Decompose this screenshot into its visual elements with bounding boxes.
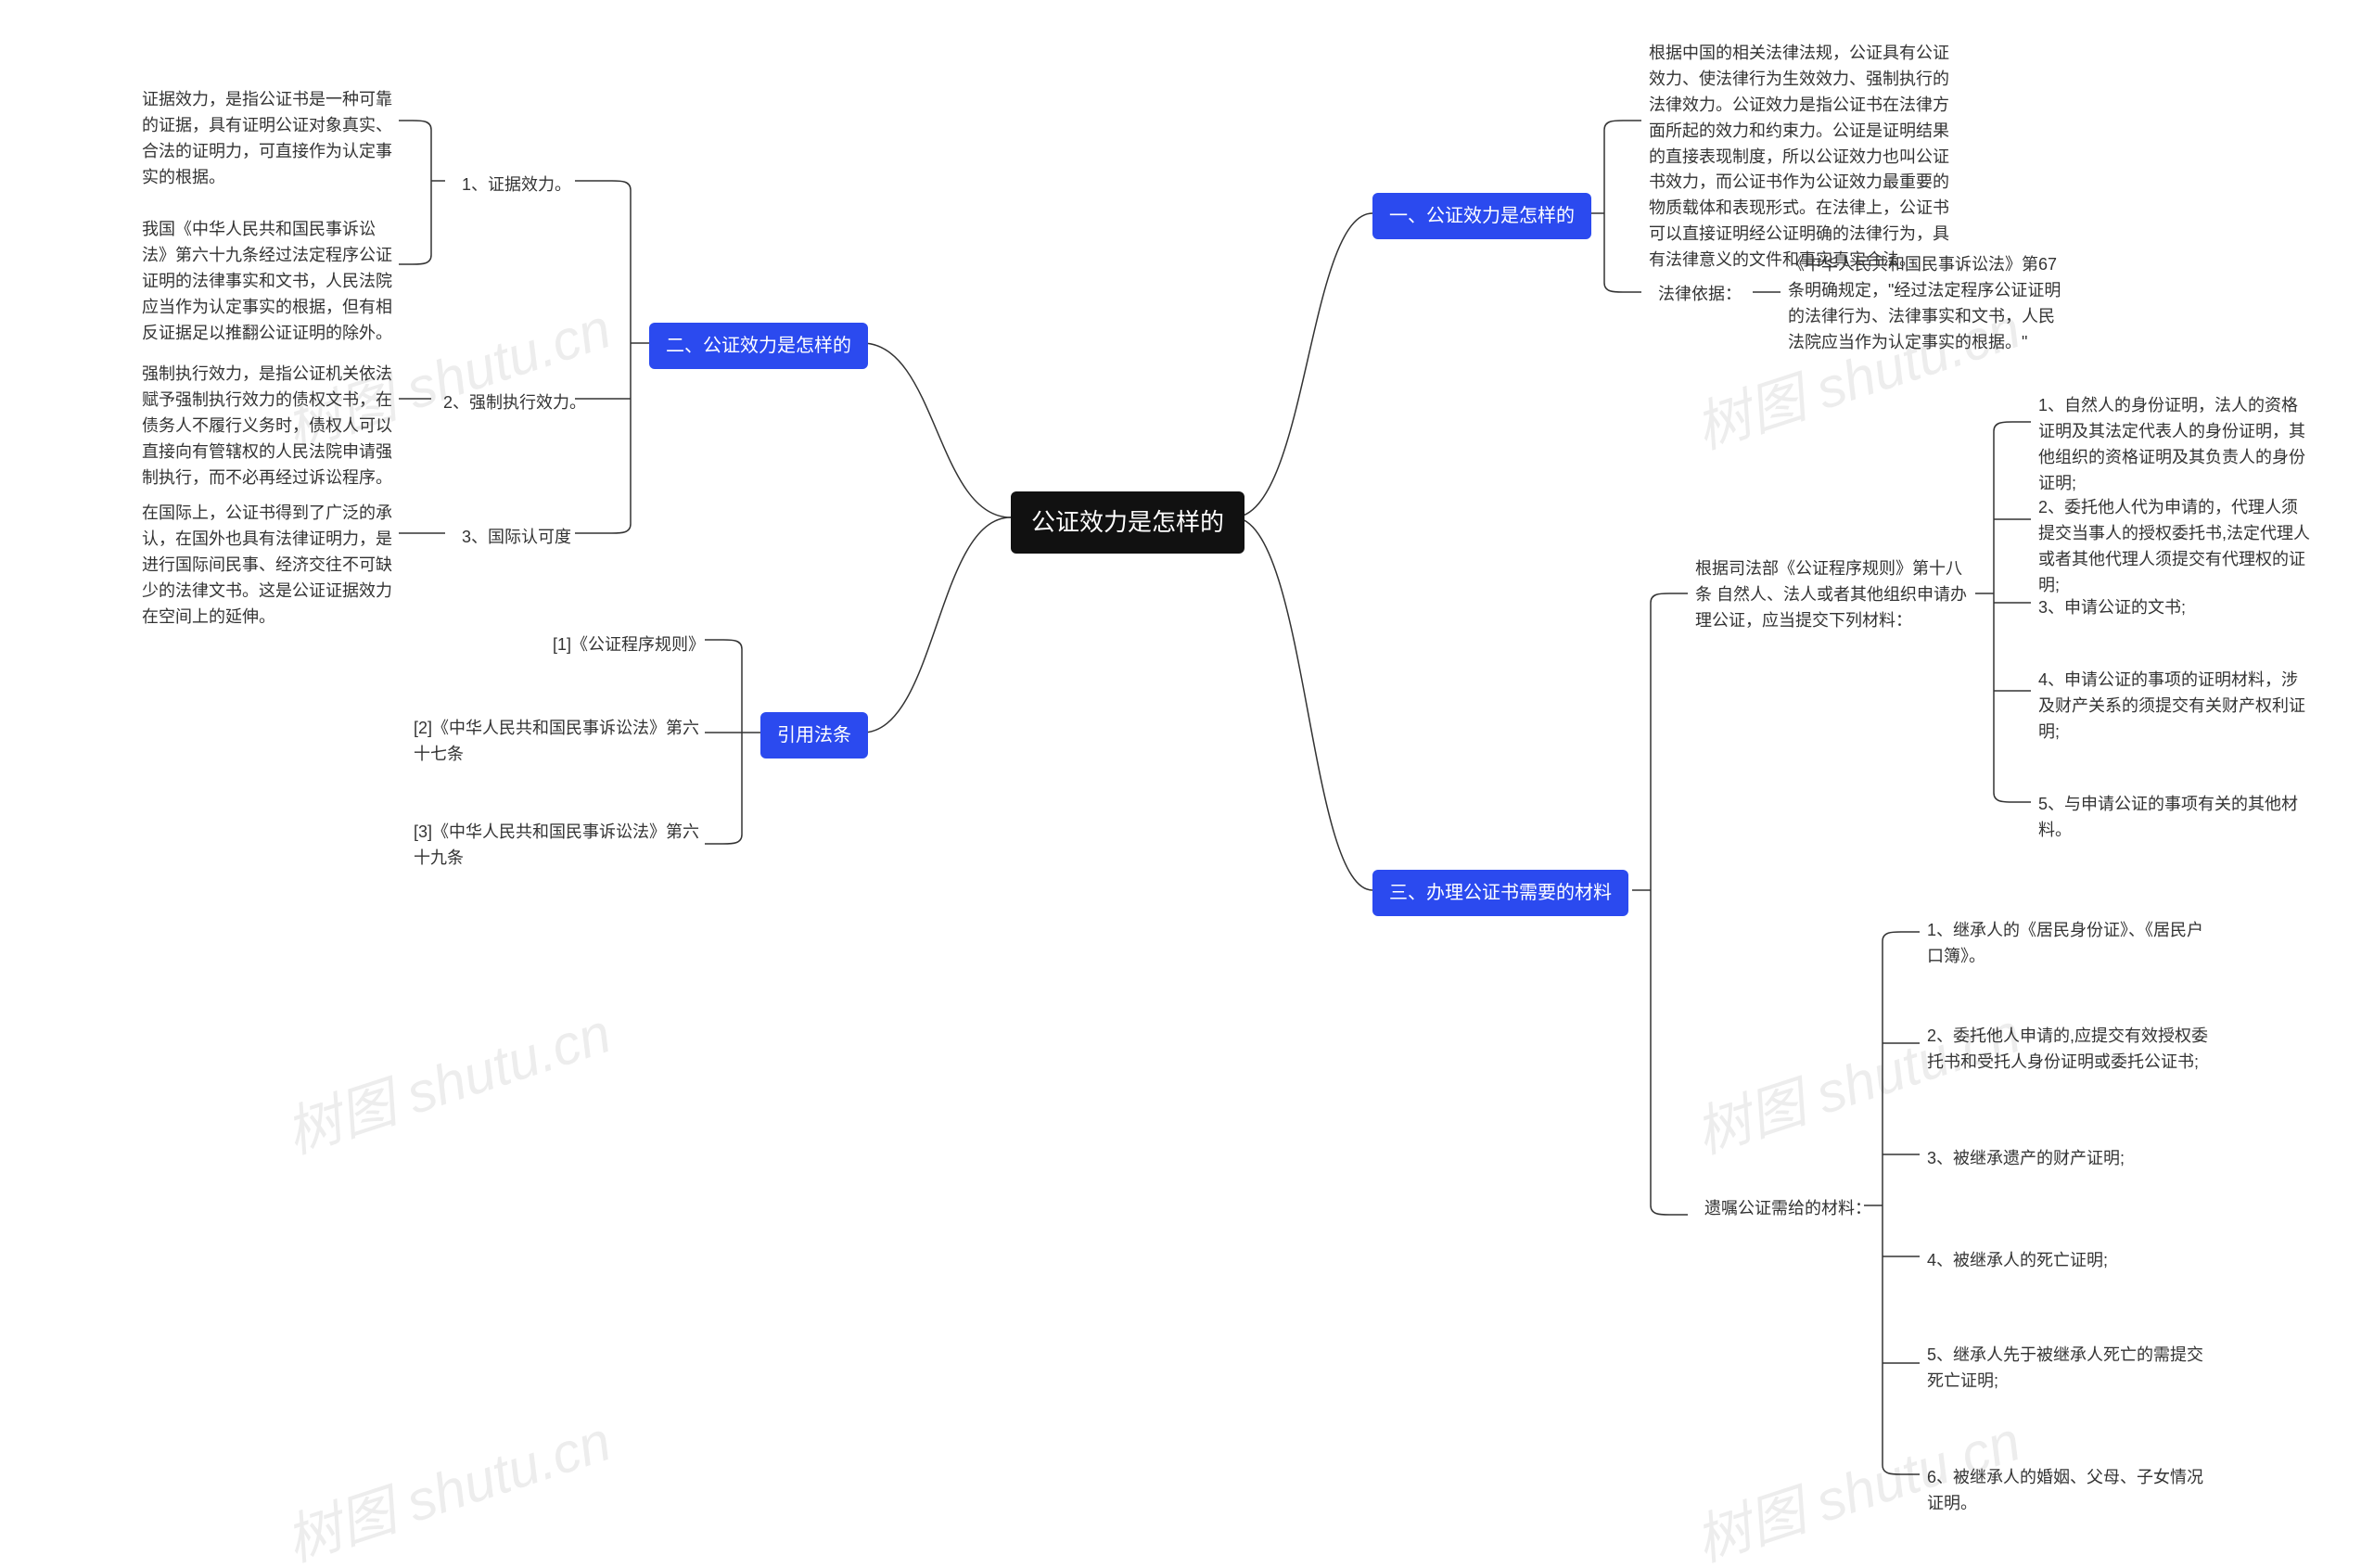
node-section-1[interactable]: 一、公证效力是怎样的 <box>1372 193 1591 239</box>
node-g2-item-5: 5、继承人先于被继承人死亡的需提交死亡证明; <box>1920 1339 2226 1398</box>
node-g2-label: 遗嘱公证需给的材料： <box>1697 1192 1879 1226</box>
node-c1-leaf-1: 证据效力，是指公证书是一种可靠的证据，具有证明公证对象真实、合法的证明力，可直接… <box>134 83 403 195</box>
node-b1-para: 根据中国的相关法律法规，公证具有公证效力、使法律行为生效效力、强制执行的法律效力… <box>1641 37 1957 277</box>
node-g2-item-2: 2、委托他人申请的,应提交有效授权委托书和受托人身份证明或委托公证书; <box>1920 1020 2226 1079</box>
node-b1-basis-text: 《中华人民共和国民事诉讼法》第67条明确规定，"经过法定程序公证证明的法律行为、… <box>1780 249 2077 360</box>
watermark: 树图 shutu.cn <box>274 1396 619 1568</box>
node-c2-leaf: 强制执行效力，是指公证机关依法赋予强制执行效力的债权文书，在债务人不履行义务时，… <box>134 358 403 494</box>
node-c2-label[interactable]: 2、强制执行效力。 <box>436 387 594 420</box>
node-g1-item-4: 4、申请公证的事项的证明材料，涉及财产关系的须提交有关财产权利证明; <box>2031 664 2318 749</box>
node-ref-item-3: [3]《中华人民共和国民事诉讼法》第六十九条 <box>406 816 712 875</box>
watermark: 树图 shutu.cn <box>274 988 619 1169</box>
node-c3-leaf: 在国际上，公证书得到了广泛的承认，在国外也具有法律证明力，是进行国际间民事、经济… <box>134 497 403 633</box>
node-g2-item-6: 6、被继承人的婚姻、父母、子女情况证明。 <box>1920 1461 2226 1521</box>
node-b1-basis-label: 法律依据： <box>1651 278 1749 312</box>
node-section-2[interactable]: 二、公证效力是怎样的 <box>649 323 868 369</box>
node-c1-label[interactable]: 1、证据效力。 <box>454 169 579 202</box>
node-g2-item-4: 4、被继承人的死亡证明; <box>1920 1244 2115 1278</box>
node-g1-label: 根据司法部《公证程序规则》第十八条 自然人、法人或者其他组织申请办理公证，应当提… <box>1688 553 1975 638</box>
node-g1-item-5: 5、与申请公证的事项有关的其他材料。 <box>2031 788 2318 848</box>
node-g1-item-1: 1、自然人的身份证明，法人的资格证明及其法定代表人的身份证明，其他组织的资格证明… <box>2031 389 2318 501</box>
node-g1-item-2: 2、委托他人代为申请的，代理人须提交当事人的授权委托书,法定代理人或者其他代理人… <box>2031 491 2318 603</box>
mindmap-canvas: 树图 shutu.cn 树图 shutu.cn 树图 shutu.cn 树图 s… <box>0 0 2374 1568</box>
node-g2-item-3: 3、被继承遗产的财产证明; <box>1920 1142 2132 1176</box>
node-ref-item-2: [2]《中华人民共和国民事诉讼法》第六十七条 <box>406 712 712 771</box>
node-c1-leaf-2: 我国《中华人民共和国民事诉讼法》第六十九条经过法定程序公证证明的法律事实和文书，… <box>134 213 403 350</box>
node-c3-label[interactable]: 3、国际认可度 <box>454 521 579 555</box>
node-g2-item-1: 1、继承人的《居民身份证》、《居民户口簿》。 <box>1920 914 2226 974</box>
node-section-3[interactable]: 三、办理公证书需要的材料 <box>1372 870 1628 916</box>
root-node[interactable]: 公证效力是怎样的 <box>1011 491 1244 554</box>
node-ref-item-1: [1]《公证程序规则》 <box>545 629 712 662</box>
node-references[interactable]: 引用法条 <box>760 712 868 759</box>
node-g1-item-3: 3、申请公证的文书; <box>2031 592 2193 625</box>
